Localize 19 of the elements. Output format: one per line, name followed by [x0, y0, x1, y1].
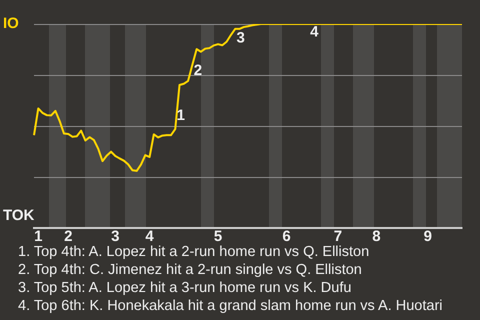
- x-tick-label: 6: [282, 228, 291, 246]
- x-tick-label: 7: [334, 228, 342, 246]
- annotation: 4: [310, 23, 320, 40]
- x-tick-label: 9: [424, 228, 432, 246]
- x-tick-label: 4: [145, 228, 154, 246]
- x-tick-label: 5: [214, 228, 222, 246]
- annotation: 1: [176, 106, 185, 124]
- x-tick-label: 8: [372, 228, 381, 246]
- annotation: 3: [236, 29, 245, 46]
- text: IO: [3, 15, 20, 32]
- text: 2. Top 4th: C. Jimenez hit a 2-run single vs Q. Elliston: [18, 261, 363, 279]
- text: 4. Top 6th: K. Honekakala hit a grand slam home run vs A. Huotari: [18, 297, 442, 315]
- text: 3. Top 5th: A. Lopez hit a 3-run home run vs K. Dufu: [18, 279, 352, 297]
- x-tick-label: 1: [34, 228, 42, 246]
- x-tick-label: 3: [111, 228, 120, 246]
- annotation: TOK: [3, 206, 35, 224]
- x-tick-label: 2: [64, 228, 72, 246]
- annotation: 2: [194, 62, 202, 80]
- text: 1. Top 4th: A. Lopez hit a 2-run home run vs Q. Elliston: [18, 244, 370, 260]
